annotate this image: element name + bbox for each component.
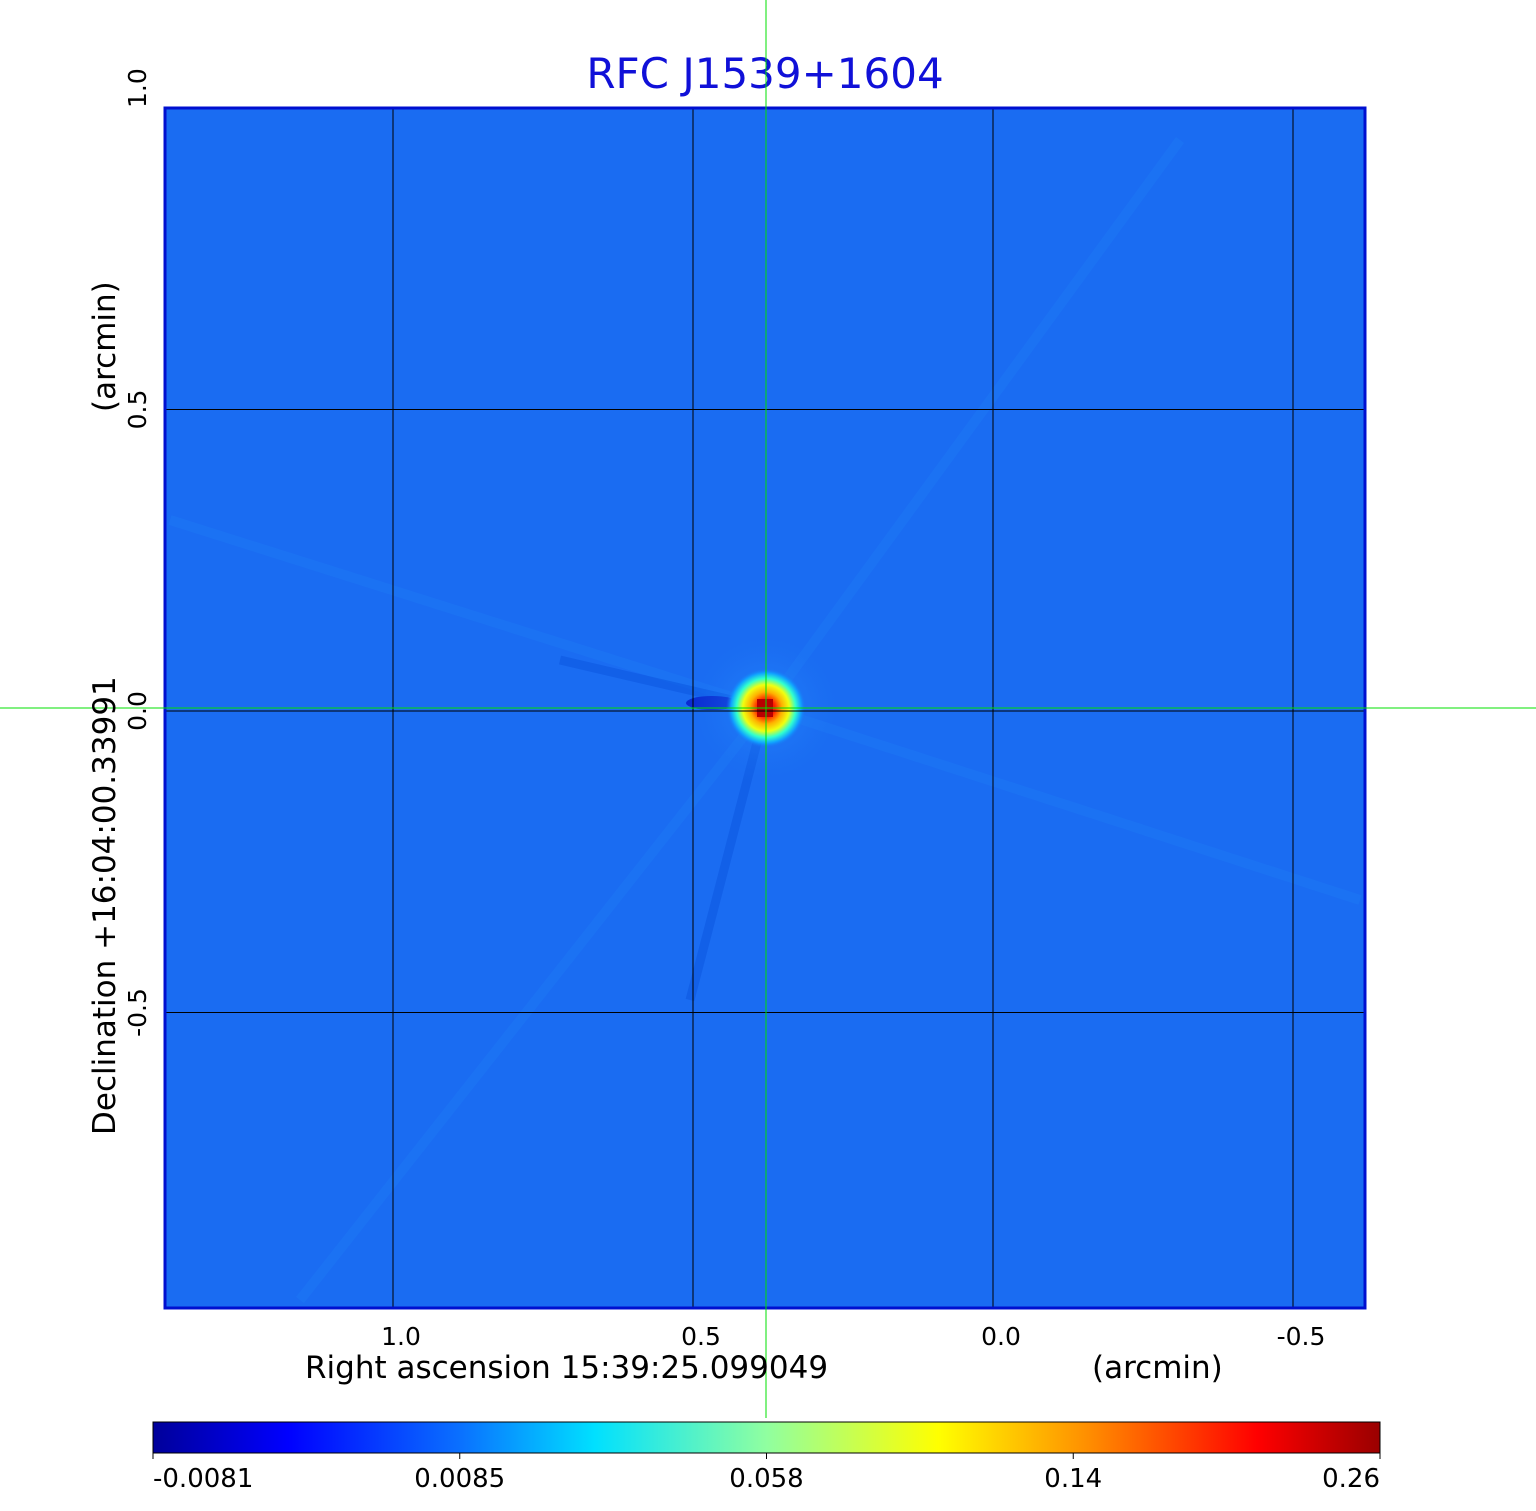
y-tick-labels: 1.0 0.5 0.0 -0.5	[123, 68, 152, 1037]
y-tick-label-3: -0.5	[123, 988, 152, 1037]
sidelobe-streaks	[168, 137, 1362, 1304]
x-tick-label-3: -0.5	[1277, 1322, 1326, 1351]
colorbar-tick-label-1: 0.0085	[414, 1464, 505, 1494]
x-tick-labels: 1.0 0.5 0.0 -0.5	[381, 1322, 1325, 1351]
crosshair	[0, 0, 1536, 1418]
x-tick-label-0: 1.0	[381, 1322, 421, 1351]
colorbar	[152, 1421, 1381, 1454]
colorbar-tick-labels: -0.0081 0.0085 0.058 0.14 0.26	[152, 1453, 1381, 1494]
x-tick-label-1: 0.5	[681, 1322, 721, 1351]
y-axis-unit-label: (arcmin)	[87, 281, 123, 412]
colorbar-tick-label-0: -0.0081	[153, 1464, 253, 1494]
y-tick-label-2: 0.0	[123, 691, 152, 731]
y-tick-label-1: 0.5	[123, 390, 152, 430]
colorbar-tick-label-2: 0.058	[729, 1464, 803, 1494]
colorbar-tick-label-4: 0.26	[1322, 1464, 1380, 1494]
x-axis-unit-label: (arcmin)	[1092, 1350, 1223, 1386]
x-tick-label-2: 0.0	[981, 1322, 1021, 1351]
chart-title: RFC J1539+1604	[586, 49, 943, 98]
x-axis-label: Right ascension 15:39:25.099049	[305, 1350, 828, 1386]
y-tick-label-0: 1.0	[123, 68, 152, 108]
colorbar-tick-label-3: 0.14	[1044, 1464, 1102, 1494]
y-axis-label: Declination +16:04:00.33991	[87, 676, 123, 1135]
